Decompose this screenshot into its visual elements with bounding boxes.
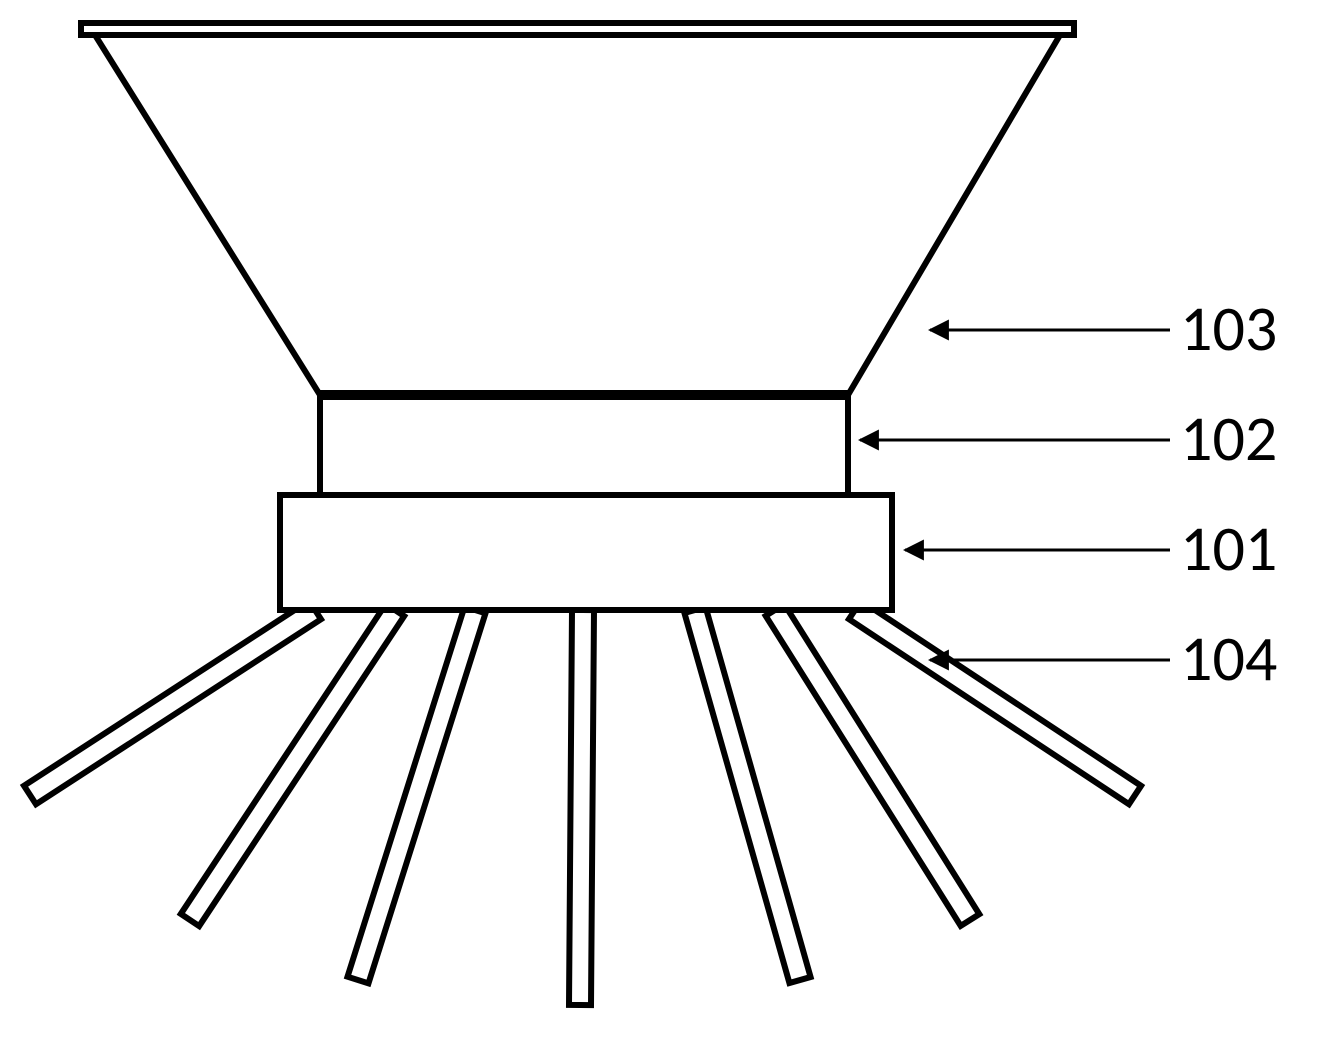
funnel-lid <box>81 23 1074 35</box>
label-103: 103 <box>1180 290 1277 368</box>
technical-diagram: 103 102 101 104 <box>0 0 1332 1043</box>
ray <box>766 604 980 926</box>
ray <box>181 604 404 926</box>
ray <box>569 610 594 1005</box>
block-102 <box>320 395 848 495</box>
ray <box>684 607 810 983</box>
label-104: 104 <box>1180 620 1277 698</box>
label-101: 101 <box>1180 510 1277 588</box>
funnel-body <box>95 35 1060 395</box>
block-101 <box>280 495 892 610</box>
label-102: 102 <box>1180 400 1277 478</box>
